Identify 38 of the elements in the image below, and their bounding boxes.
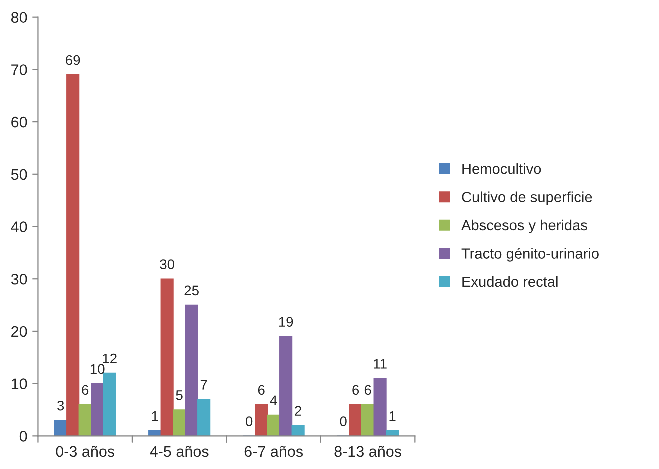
legend-label: Hemocultivo xyxy=(462,164,542,174)
legend-label: Abscesos y heridas xyxy=(462,220,588,234)
data-label: 0 xyxy=(246,416,253,426)
y-tick-label: 80 xyxy=(11,12,28,24)
x-tick-label: 0-3 años xyxy=(56,446,115,458)
data-label: 69 xyxy=(66,55,80,66)
data-label: 1 xyxy=(390,412,396,422)
y-tick-label: 60 xyxy=(12,116,28,128)
data-label: 6 xyxy=(352,385,360,396)
y-tick-label: 70 xyxy=(12,64,28,76)
x-tick-label: 6-7 años xyxy=(244,446,303,458)
data-label: 12 xyxy=(103,354,117,364)
data-label: 6 xyxy=(258,385,265,396)
y-tick-label: 40 xyxy=(11,222,28,232)
y-tick-label: 20 xyxy=(12,326,28,338)
data-label: 30 xyxy=(160,260,175,270)
x-tick-label: 8-13 años xyxy=(334,446,402,458)
legend-label: Exudado rectal xyxy=(462,276,558,288)
legend-label: Cultivo de superficie xyxy=(462,192,592,206)
data-label: 0 xyxy=(340,416,347,426)
y-tick-label: 50 xyxy=(11,169,28,180)
y-tick-label: 10 xyxy=(12,378,28,390)
data-label: 6 xyxy=(82,385,89,396)
data-label: 7 xyxy=(200,380,208,390)
y-tick-label: 0 xyxy=(20,431,28,442)
x-tick-label: 4-5 años xyxy=(150,446,209,458)
data-label: 2 xyxy=(295,406,302,416)
data-label: 4 xyxy=(270,396,278,406)
data-label: 3 xyxy=(58,400,64,411)
data-label: 5 xyxy=(176,390,183,400)
data-label: 10 xyxy=(90,364,105,374)
legend-label: Tracto génito-urinario xyxy=(462,248,599,262)
data-label: 11 xyxy=(374,359,387,369)
data-label: 25 xyxy=(184,286,199,296)
y-tick-label: 30 xyxy=(11,274,28,285)
data-label: 19 xyxy=(279,317,294,328)
data-label: 1 xyxy=(152,412,158,422)
data-label: 6 xyxy=(364,385,372,396)
